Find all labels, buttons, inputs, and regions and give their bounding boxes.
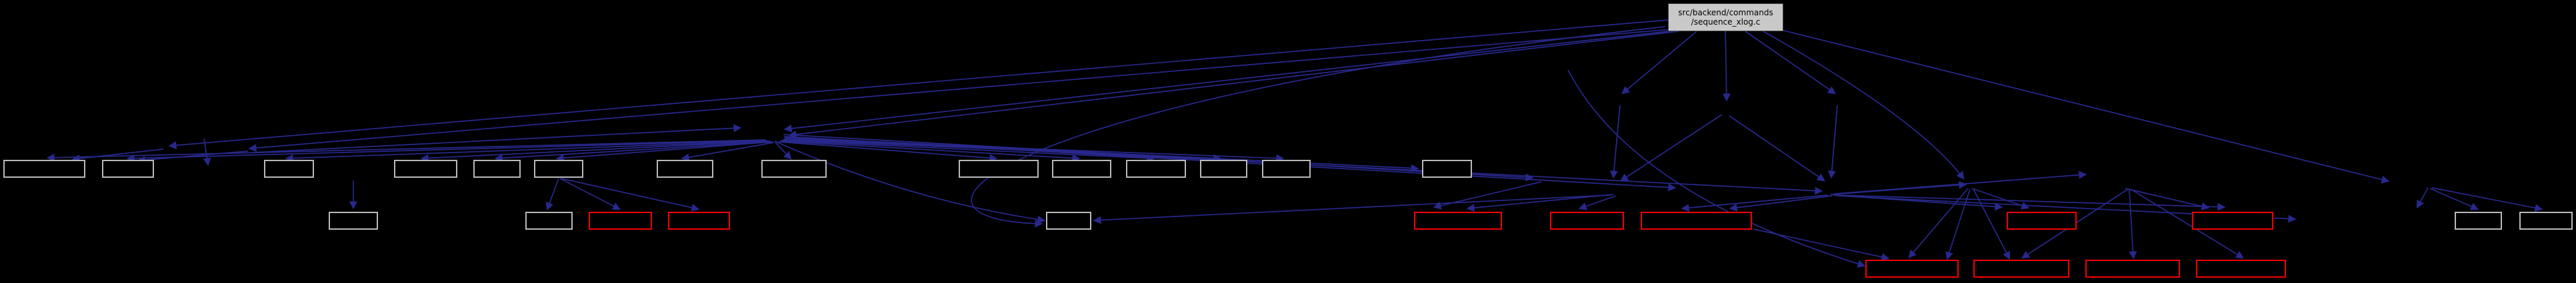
include-edge: [1753, 228, 1890, 261]
include-node[interactable]: [3, 160, 85, 178]
include-edge: [778, 141, 998, 162]
include-edge: [1729, 195, 1833, 212]
include-node-truncated[interactable]: [1973, 260, 2069, 278]
include-edge: [971, 26, 1666, 228]
include-edge: [203, 138, 211, 166]
include-edge: [1827, 105, 1838, 179]
include-node-truncated[interactable]: [1641, 212, 1752, 230]
include-node[interactable]: [534, 160, 583, 178]
include-edge: [1835, 194, 2226, 211]
include-node[interactable]: [761, 160, 827, 178]
include-edge: [781, 140, 1155, 162]
include-node-truncated[interactable]: [1414, 212, 1502, 230]
include-node[interactable]: [329, 212, 378, 230]
include-node[interactable]: [525, 212, 573, 230]
include-edge: [494, 141, 772, 162]
include-edge: [1971, 188, 2030, 210]
include-edge: [46, 139, 766, 162]
include-node[interactable]: [102, 160, 154, 178]
include-edge: [788, 31, 1679, 139]
include-edge: [561, 178, 700, 212]
include-edge: [545, 178, 559, 211]
include-edge: [1945, 188, 1971, 260]
include-node-truncated[interactable]: [1865, 260, 1959, 278]
include-node[interactable]: [1126, 160, 1186, 178]
include-edge: [783, 134, 1534, 182]
include-node-truncated[interactable]: [1550, 212, 1624, 230]
include-edge: [1722, 31, 1731, 102]
include-edge: [1763, 31, 1965, 180]
include-edge: [559, 178, 621, 210]
include-edge: [681, 142, 775, 162]
include-edge: [1093, 194, 1611, 224]
include-edge: [2416, 187, 2429, 209]
include-edge: [253, 124, 742, 153]
include-node[interactable]: [1052, 160, 1111, 178]
include-edge: [285, 141, 769, 162]
include-edge: [2125, 188, 2210, 210]
include-edge: [1620, 114, 1723, 182]
include-node[interactable]: [1046, 212, 1091, 230]
include-edge: [1773, 27, 2390, 184]
include-node[interactable]: [2455, 212, 2502, 230]
include-node[interactable]: [473, 160, 521, 178]
root-file-label-line1: src/backend/commands: [1678, 8, 1773, 17]
include-edge: [1578, 195, 1617, 210]
include-edge: [2431, 187, 2543, 212]
include-edge: [1609, 105, 1621, 179]
include-edge: [71, 148, 164, 162]
include-edge: [555, 141, 773, 162]
include-edge: [1830, 180, 1967, 195]
include-node[interactable]: [959, 160, 1039, 178]
include-edge: [248, 29, 1673, 152]
include-edge: [1466, 194, 1614, 212]
include-node-truncated[interactable]: [2007, 212, 2077, 230]
include-edge: [1729, 115, 1825, 182]
include-edge: [2429, 188, 2479, 210]
include-edge: [126, 140, 767, 162]
include-node[interactable]: [1422, 160, 1472, 178]
include-edge: [1745, 31, 1836, 95]
include-edge: [1973, 188, 2011, 260]
include-edge: [1621, 31, 1697, 95]
include-edge: [1908, 188, 1969, 258]
include-edge: [2129, 189, 2137, 260]
include-edge: [1681, 194, 1829, 212]
include-edge: [2130, 188, 2245, 259]
include-edge: [1433, 181, 1542, 210]
include-edge: [1567, 69, 1866, 268]
include-node[interactable]: [2519, 212, 2573, 230]
include-node[interactable]: [394, 160, 457, 178]
include-node[interactable]: [1262, 160, 1311, 178]
include-edge: [774, 141, 1046, 224]
include-node[interactable]: [1200, 160, 1247, 178]
include-node-truncated[interactable]: [2196, 260, 2286, 278]
include-edge: [775, 142, 792, 160]
include-edge: [783, 30, 1675, 133]
include-node-truncated[interactable]: [589, 212, 652, 230]
include-node[interactable]: [657, 160, 713, 178]
root-file-label-line2: /sequence_xlog.c: [1691, 17, 1761, 27]
include-node-truncated[interactable]: [668, 212, 730, 230]
include-node-truncated[interactable]: [2085, 260, 2180, 278]
include-edge: [168, 19, 1669, 150]
include-edge: [420, 141, 771, 162]
root-file-node[interactable]: src/backend/commands /sequence_xlog.c: [1668, 3, 1783, 31]
include-node-truncated[interactable]: [2192, 212, 2273, 230]
include-node[interactable]: [264, 160, 314, 178]
